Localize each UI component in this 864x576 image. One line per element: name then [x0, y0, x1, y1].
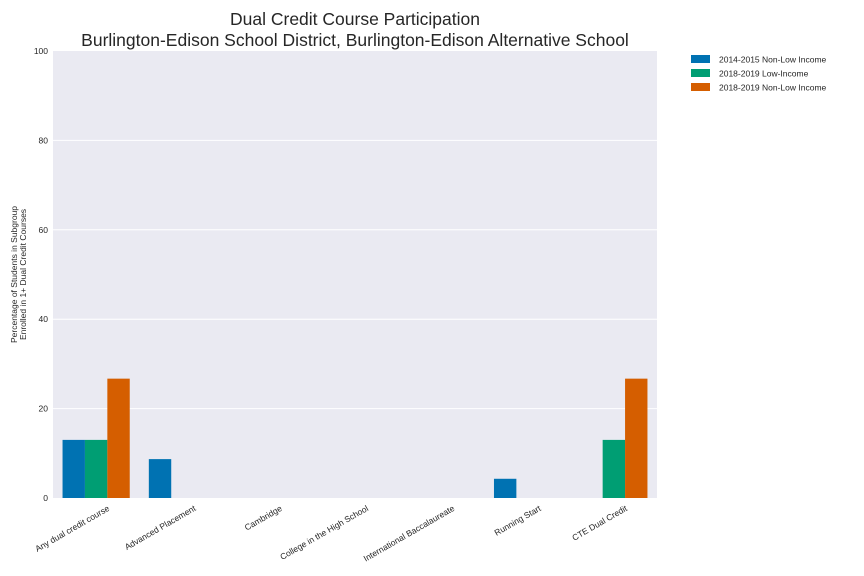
chart-title-line: Dual Credit Course Participation	[230, 9, 480, 29]
chart-title: Dual Credit Course ParticipationBurlingt…	[81, 9, 629, 50]
y-axis-label-line: Percentage of Students in Subgroup	[9, 206, 19, 343]
x-axis-ticks: Any dual credit course Advanced Placement…	[33, 503, 629, 564]
x-tick-label: Advanced Placement	[123, 503, 198, 552]
x-tick-label: Any dual credit course	[33, 503, 111, 554]
legend-entry: 2018-2019 Low-Income	[719, 69, 809, 79]
y-axis-label: Percentage of Students in Subgroup Enroll…	[9, 206, 28, 343]
bar	[625, 378, 648, 498]
bar	[62, 439, 85, 498]
plot-area	[53, 51, 657, 498]
y-tick-label: 20	[39, 404, 49, 414]
legend-swatch	[691, 69, 710, 77]
x-tick-label: Cambridge	[243, 503, 284, 533]
x-tick-label: International Baccalaureate	[362, 503, 457, 564]
chart-title-line: Burlington-Edison School District, Burli…	[81, 30, 629, 50]
legend-entry: 2014-2015 Non-Low Income	[719, 55, 827, 65]
x-tick-label: College in the High School	[278, 503, 370, 562]
gridlines	[53, 139, 657, 410]
legend-entry: 2018-2019 Non-Low Income	[719, 83, 827, 93]
x-tick-label: CTE Dual Credit	[570, 503, 629, 543]
bar	[84, 439, 108, 498]
y-axis-label-line: Enrolled in 1+ Dual Credit Courses	[18, 209, 28, 340]
legend-swatch	[691, 55, 710, 63]
bar	[493, 478, 517, 498]
legend: 2014-2015 Non-Low Income 2018-2019 Low-In…	[691, 55, 827, 93]
x-tick-label: Running Start	[493, 503, 544, 538]
bar	[107, 378, 130, 498]
bars	[62, 378, 648, 498]
y-tick-label: 100	[34, 46, 48, 56]
y-tick-label: 0	[43, 493, 48, 503]
legend-swatch	[691, 83, 710, 91]
y-tick-label: 60	[39, 225, 49, 235]
bar	[602, 439, 626, 498]
y-tick-label: 80	[39, 135, 49, 145]
bar	[148, 459, 172, 498]
y-axis-ticks: 0 20 40 60 80 100	[34, 46, 48, 503]
y-tick-label: 40	[39, 314, 49, 324]
